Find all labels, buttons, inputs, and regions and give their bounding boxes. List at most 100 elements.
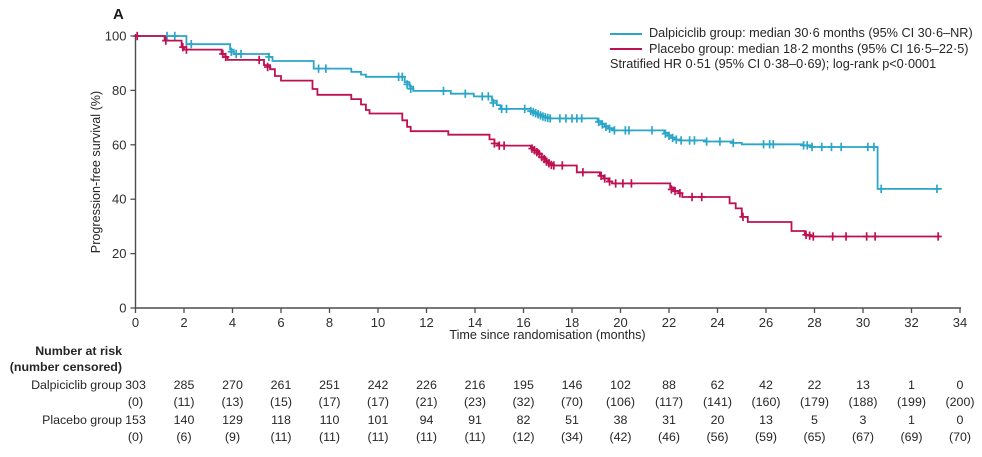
y-tick-label: 40 (112, 192, 126, 207)
placebo-line-swatch (610, 48, 642, 51)
risk-censored-count: (17) (366, 395, 390, 409)
risk-count: 42 (759, 378, 773, 392)
risk-row-label-dalpiciclib: Dalpiciclib group (31, 378, 122, 392)
x-tick-label: 8 (326, 315, 333, 330)
risk-count: 101 (367, 413, 389, 427)
risk-censored-count: (59) (754, 430, 778, 444)
risk-censored-count: (11) (173, 395, 195, 409)
legend-row-placebo: Placebo group: median 18·2 months (95% C… (610, 42, 973, 58)
risk-table-header-1: Number at risk (35, 344, 122, 358)
risk-count: 1 (908, 413, 915, 427)
x-tick-label: 6 (277, 315, 284, 330)
risk-count: 13 (759, 413, 773, 427)
x-tick-label: 18 (565, 315, 579, 330)
risk-censored-count: (23) (463, 395, 487, 409)
x-tick-label: 30 (856, 315, 870, 330)
risk-count: 94 (419, 413, 434, 427)
risk-censored-count: (32) (512, 395, 535, 409)
risk-censored-count: (200) (945, 395, 975, 409)
risk-count: 38 (613, 413, 628, 427)
risk-censored-count: (42) (609, 430, 632, 444)
x-tick-label: 24 (710, 315, 724, 330)
risk-count: 285 (173, 378, 195, 392)
risk-censored-count: (141) (703, 395, 732, 409)
x-tick-label: 26 (759, 315, 773, 330)
risk-censored-count: (70) (948, 430, 972, 444)
risk-count: 102 (610, 378, 631, 392)
risk-censored-count: (70) (560, 395, 584, 409)
risk-count: 20 (710, 413, 725, 427)
y-tick-label: 100 (105, 29, 127, 44)
risk-count: 118 (271, 413, 291, 427)
risk-count: 88 (662, 378, 676, 392)
risk-count: 261 (270, 378, 292, 392)
risk-censored-count: (65) (803, 430, 826, 444)
risk-count: 195 (513, 378, 534, 392)
risk-count: 82 (516, 413, 531, 427)
risk-censored-count: (199) (897, 395, 926, 409)
y-tick-label: 80 (112, 83, 126, 98)
risk-count: 0 (956, 413, 964, 427)
dalpiciclib-line-swatch (610, 32, 642, 35)
risk-count: 153 (125, 413, 146, 427)
risk-censored-count: (188) (848, 395, 878, 409)
risk-censored-count: (11) (367, 430, 389, 444)
risk-count: 13 (856, 378, 870, 392)
risk-count: 146 (561, 378, 583, 392)
x-tick-label: 32 (904, 315, 918, 330)
risk-censored-count: (179) (800, 395, 829, 409)
risk-censored-count: (56) (706, 430, 729, 444)
risk-count: 31 (662, 413, 676, 427)
risk-censored-count: (6) (176, 430, 192, 444)
panel-label: A (113, 6, 124, 23)
x-tick-label: 28 (807, 315, 821, 330)
legend: Dalpiciclib group: median 30·6 months (9… (610, 26, 973, 73)
risk-censored-count: (21) (415, 395, 438, 409)
legend-hr-note: Stratified HR 0·51 (95% CI 0·38–0·69); l… (610, 57, 937, 72)
x-tick-label: 20 (613, 315, 627, 330)
risk-censored-count: (160) (751, 395, 781, 409)
risk-count: 110 (319, 413, 340, 427)
y-tick-label: 20 (112, 246, 126, 261)
risk-count: 129 (222, 413, 243, 427)
risk-count: 216 (464, 378, 486, 392)
risk-censored-count: (11) (318, 430, 341, 444)
risk-count: 22 (807, 378, 822, 392)
risk-censored-count: (15) (269, 395, 293, 409)
risk-censored-count: (13) (221, 395, 244, 409)
x-tick-label: 12 (419, 315, 433, 330)
y-tick-label: 0 (119, 301, 126, 316)
risk-censored-count: (67) (851, 430, 875, 444)
risk-count: 140 (173, 413, 195, 427)
x-axis-title: Time since randomisation (months) (449, 328, 646, 342)
risk-count: 3 (859, 413, 867, 427)
y-axis-title: Progression-free survival (%) (89, 90, 103, 254)
risk-count: 1 (908, 378, 915, 392)
risk-censored-count: (12) (512, 430, 535, 444)
x-tick-label: 2 (180, 315, 187, 330)
x-tick-label: 34 (953, 315, 967, 330)
risk-censored-count: (0) (127, 395, 144, 409)
risk-censored-count: (0) (127, 430, 144, 444)
risk-censored-count: (11) (464, 430, 486, 444)
risk-censored-count: (69) (900, 430, 923, 444)
risk-count: 62 (710, 378, 725, 392)
risk-censored-count: (117) (654, 395, 683, 409)
x-tick-label: 4 (229, 315, 236, 330)
risk-count: 242 (367, 378, 389, 392)
risk-censored-count: (9) (224, 430, 241, 444)
legend-dalpiciclib-label: Dalpiciclib group: median 30·6 months (9… (649, 26, 973, 40)
x-tick-label: 16 (516, 315, 530, 330)
legend-row-dalpiciclib: Dalpiciclib group: median 30·6 months (9… (610, 26, 973, 42)
risk-count: 51 (565, 413, 579, 427)
risk-censored-count: (46) (657, 430, 681, 444)
risk-count: 303 (125, 378, 146, 392)
risk-count: 91 (468, 413, 482, 427)
risk-censored-count: (17) (318, 395, 341, 409)
risk-count: 226 (416, 378, 437, 392)
x-tick-label: 0 (132, 315, 139, 330)
risk-count: 5 (811, 413, 818, 427)
risk-count: 251 (319, 378, 340, 392)
